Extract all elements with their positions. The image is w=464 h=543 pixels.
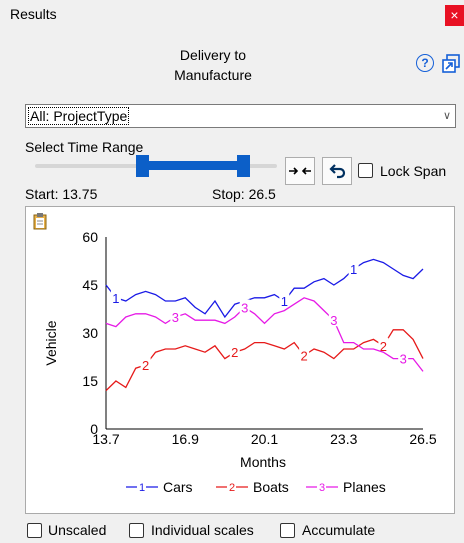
unscaled-checkbox[interactable] <box>27 523 42 538</box>
time-range-stop-handle[interactable] <box>237 155 250 177</box>
collapse-arrows-icon <box>289 167 311 175</box>
page-title-line1: Delivery to <box>179 47 247 63</box>
individual-scales-label: Individual scales <box>151 522 254 538</box>
window-title: Results <box>10 6 57 22</box>
reset-range-button[interactable] <box>322 157 352 185</box>
individual-scales-checkbox[interactable] <box>129 523 144 538</box>
popout-icon[interactable] <box>441 54 461 74</box>
lock-span-checkbox[interactable] <box>358 163 373 178</box>
stop-value: Stop: 26.5 <box>212 186 276 202</box>
time-range-selection[interactable] <box>142 161 244 170</box>
help-icon[interactable]: ? <box>416 54 434 72</box>
dropdown-value: All: ProjectType <box>28 107 130 125</box>
chart-panel <box>25 206 455 514</box>
project-type-dropdown[interactable]: All: ProjectType ∨ <box>25 104 456 128</box>
time-range-label: Select Time Range <box>25 139 144 155</box>
page-title-line2: Manufacture <box>174 67 252 83</box>
undo-icon <box>329 164 346 179</box>
collapse-range-button[interactable] <box>285 157 315 185</box>
accumulate-label: Accumulate <box>302 522 376 538</box>
clipboard-icon[interactable] <box>33 212 47 230</box>
unscaled-label: Unscaled <box>48 522 107 538</box>
accumulate-checkbox[interactable] <box>280 523 295 538</box>
chevron-down-icon: ∨ <box>442 110 451 122</box>
start-value: Start: 13.75 <box>25 186 98 202</box>
page-title: Delivery to Manufacture <box>150 45 276 85</box>
close-button[interactable]: × <box>445 5 464 26</box>
time-range-start-handle[interactable] <box>136 155 149 177</box>
title-bar: Results × <box>0 0 464 30</box>
lock-span-label: Lock Span <box>380 163 447 179</box>
